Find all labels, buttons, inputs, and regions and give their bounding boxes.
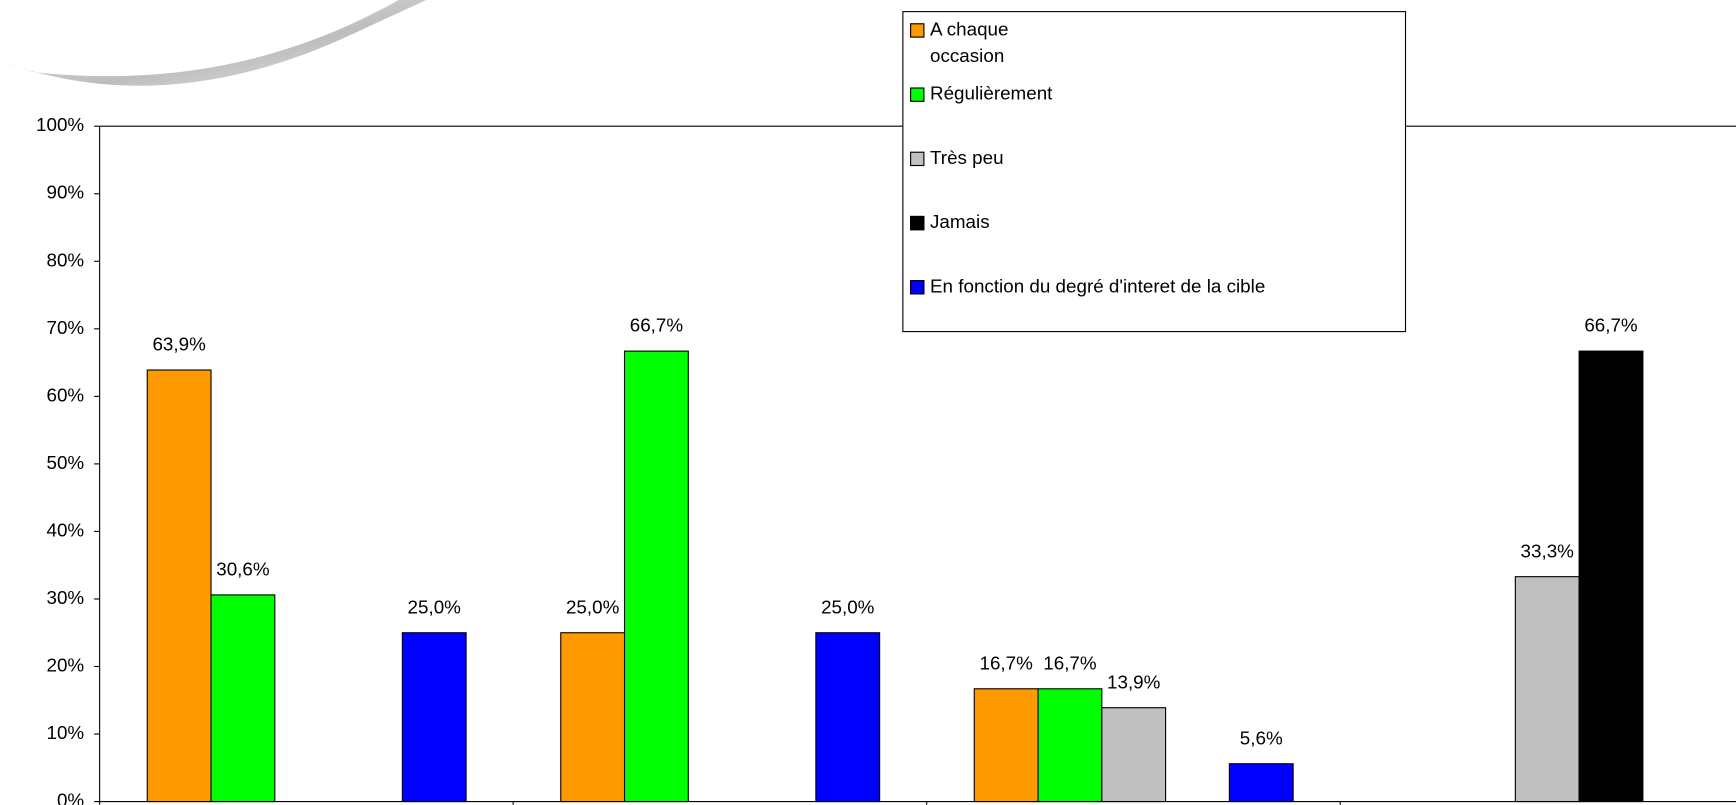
legend-label: En fonction du degré d'interet de la cib… [929,275,1266,297]
bar [1228,763,1294,803]
legend-item: En fonction du degré d'interet de la cib… [910,273,1265,300]
legend-item: A chaque occasion [910,17,1052,70]
legend: A chaque occasion Régulièrement Très peu Ja… [902,11,1407,333]
y-tick-label: 100% [36,114,84,135]
value-label: 25,0% [408,596,462,617]
legend-swatch [910,280,925,295]
value-label: 66,7% [630,315,684,336]
value-label: 16,7% [979,652,1033,673]
y-tick-label: 40% [46,519,84,540]
legend-item: Régulièrement [910,81,1052,108]
legend-item: Jamais [910,209,990,236]
legend-label: Régulièrement [929,83,1053,105]
bar [560,632,626,803]
bar [210,594,276,803]
legend-swatch [910,87,925,102]
legend-label: Jamais [929,211,990,233]
value-label: 25,0% [566,596,620,617]
value-label: 5,6% [1240,727,1283,748]
y-tick-label: 10% [46,722,84,743]
value-label: 25,0% [821,596,875,617]
legend-swatch [910,151,925,167]
y-tick-label: 70% [46,317,84,338]
bar [146,369,212,803]
y-tick-label: 90% [46,182,84,203]
value-label: 13,9% [1107,671,1161,692]
legend-swatch [910,215,925,231]
y-tick-label: 80% [46,249,84,270]
value-label: 33,3% [1521,540,1575,561]
bar [973,688,1039,803]
legend-label: Très peu [929,147,1004,169]
value-label: 30,6% [216,559,270,580]
legend-swatch [910,23,925,38]
bar [1037,688,1103,803]
bar [815,632,881,803]
bar [623,350,689,803]
y-tick-label: 60% [46,384,84,405]
bar [401,632,467,803]
bar [1101,707,1167,803]
value-label: 16,7% [1043,652,1097,673]
y-tick-label: 30% [46,587,84,608]
value-label: 66,7% [1584,315,1638,336]
bar [1514,576,1580,803]
y-tick-label: 20% [46,654,84,675]
legend-item: Très peu [910,145,1004,172]
y-tick-label: 0% [57,790,84,805]
y-tick-label: 50% [46,452,84,473]
decorative-swoosh [0,0,427,86]
value-label: 63,9% [152,334,206,355]
bar [1578,350,1644,803]
legend-label: A chaque occasion [929,18,1009,67]
